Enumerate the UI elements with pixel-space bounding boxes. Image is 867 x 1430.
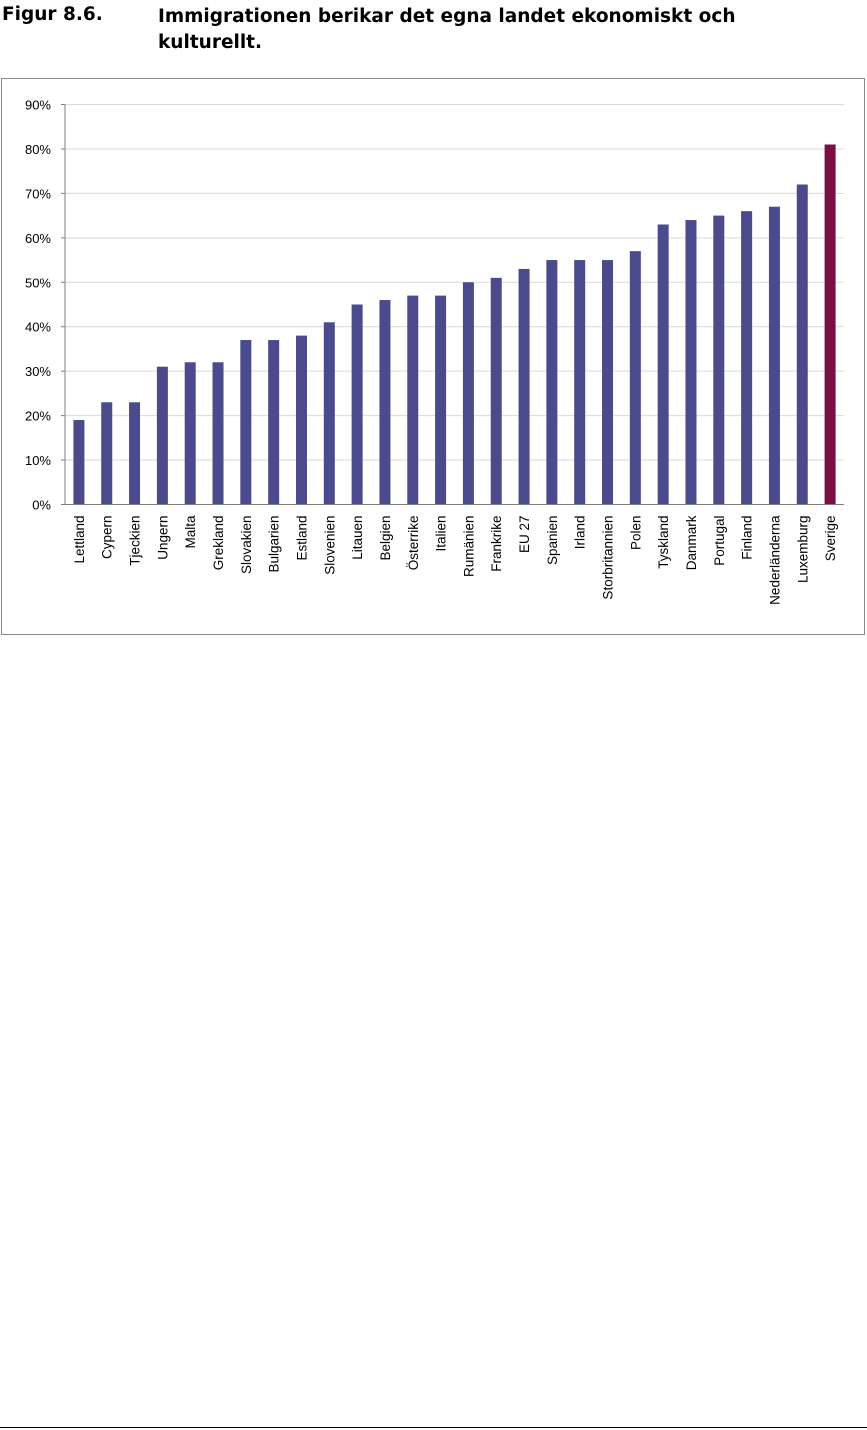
bar bbox=[351, 304, 363, 505]
x-tick-label: Litauen bbox=[350, 516, 365, 560]
x-tick-label: Spanien bbox=[545, 516, 560, 566]
x-tick-label: Portugal bbox=[712, 516, 727, 566]
bar bbox=[824, 144, 836, 505]
bar bbox=[129, 402, 141, 505]
y-tick-label: 0% bbox=[32, 498, 51, 513]
bar bbox=[629, 251, 641, 505]
x-tick-label: Estland bbox=[294, 516, 309, 561]
gridlines bbox=[61, 104, 844, 505]
x-tick-label: Finland bbox=[740, 516, 755, 560]
bar bbox=[741, 211, 753, 505]
bar bbox=[407, 295, 419, 505]
bar bbox=[379, 300, 391, 505]
x-tick-label: Malta bbox=[183, 515, 198, 549]
bar bbox=[268, 340, 280, 505]
bar bbox=[768, 206, 780, 505]
bar bbox=[212, 362, 224, 505]
bar bbox=[713, 215, 725, 505]
x-tick-label: Österrike bbox=[406, 516, 421, 571]
x-tick-label: Tjeckien bbox=[128, 516, 143, 566]
x-tick-label: Polen bbox=[628, 516, 643, 551]
y-tick-label: 50% bbox=[25, 275, 51, 290]
bar bbox=[546, 260, 558, 505]
x-tick-label: Rumänien bbox=[461, 516, 476, 578]
x-tick-label: Irland bbox=[573, 516, 588, 550]
bar-chart: 0% 10% 20% 30% 40% 50% 60% 70% 80% 90% Lettland Cy… bbox=[25, 98, 844, 605]
x-tick-label: Nederländerna bbox=[767, 515, 782, 605]
x-tick-label: Storbritannien bbox=[601, 516, 616, 600]
page-bottom-rule bbox=[0, 1427, 867, 1428]
x-tick-label: Bulgarien bbox=[267, 516, 282, 573]
x-tick-label: Frankrike bbox=[489, 516, 504, 572]
x-tick-label: Cypern bbox=[100, 516, 115, 560]
y-tick-label: 90% bbox=[25, 98, 51, 113]
y-tick-label: 30% bbox=[25, 364, 51, 379]
x-tick-label: Tyskland bbox=[656, 516, 671, 569]
axes bbox=[64, 104, 844, 505]
bar bbox=[462, 282, 474, 505]
x-tick-label: Slovenien bbox=[322, 516, 337, 575]
x-tick-label: EU 27 bbox=[517, 516, 532, 554]
x-tick-label: Ungern bbox=[155, 516, 170, 560]
bar bbox=[685, 220, 697, 505]
bar bbox=[574, 260, 586, 505]
bar bbox=[518, 268, 530, 505]
y-tick-label: 40% bbox=[25, 320, 51, 335]
y-tick-labels: 0% 10% 20% 30% 40% 50% 60% 70% 80% 90% bbox=[25, 98, 51, 513]
x-tick-label: Luxemburg bbox=[795, 516, 810, 584]
y-tick-label: 20% bbox=[25, 409, 51, 424]
bar bbox=[323, 322, 335, 505]
bars bbox=[73, 144, 836, 505]
bar bbox=[435, 295, 447, 505]
bar bbox=[101, 402, 113, 505]
figure-caption: Figur 8.6. Immigrationen berikar det egn… bbox=[0, 4, 867, 64]
x-tick-label: Slovakien bbox=[239, 516, 254, 575]
bar bbox=[657, 224, 669, 505]
bar bbox=[184, 362, 196, 505]
bar bbox=[73, 420, 85, 505]
bar bbox=[602, 260, 614, 505]
y-tick-label: 10% bbox=[25, 453, 51, 468]
x-tick-label: Italien bbox=[434, 516, 449, 552]
y-tick-label: 60% bbox=[25, 231, 51, 246]
bar bbox=[796, 184, 808, 505]
x-tick-label: Danmark bbox=[684, 515, 699, 570]
x-tick-label: Sverige bbox=[823, 516, 838, 562]
y-tick-label: 80% bbox=[25, 142, 51, 157]
x-tick-label: Lettland bbox=[72, 516, 87, 564]
figure-number: Figur 8.6. bbox=[2, 4, 103, 25]
bar bbox=[295, 335, 307, 505]
bar bbox=[490, 277, 502, 505]
x-tick-labels: Lettland Cypern Tjeckien Ungern Malta Greklan… bbox=[72, 515, 838, 605]
bar bbox=[240, 340, 252, 505]
chart-frame: 0% 10% 20% 30% 40% 50% 60% 70% 80% 90% Lettland Cy… bbox=[1, 78, 865, 635]
figure-title: Immigrationen berikar det egna landet ek… bbox=[158, 6, 736, 53]
y-tick-label: 70% bbox=[25, 186, 51, 201]
bar bbox=[156, 366, 168, 505]
x-tick-label: Grekland bbox=[211, 516, 226, 571]
x-tick-label: Belgien bbox=[378, 516, 393, 561]
